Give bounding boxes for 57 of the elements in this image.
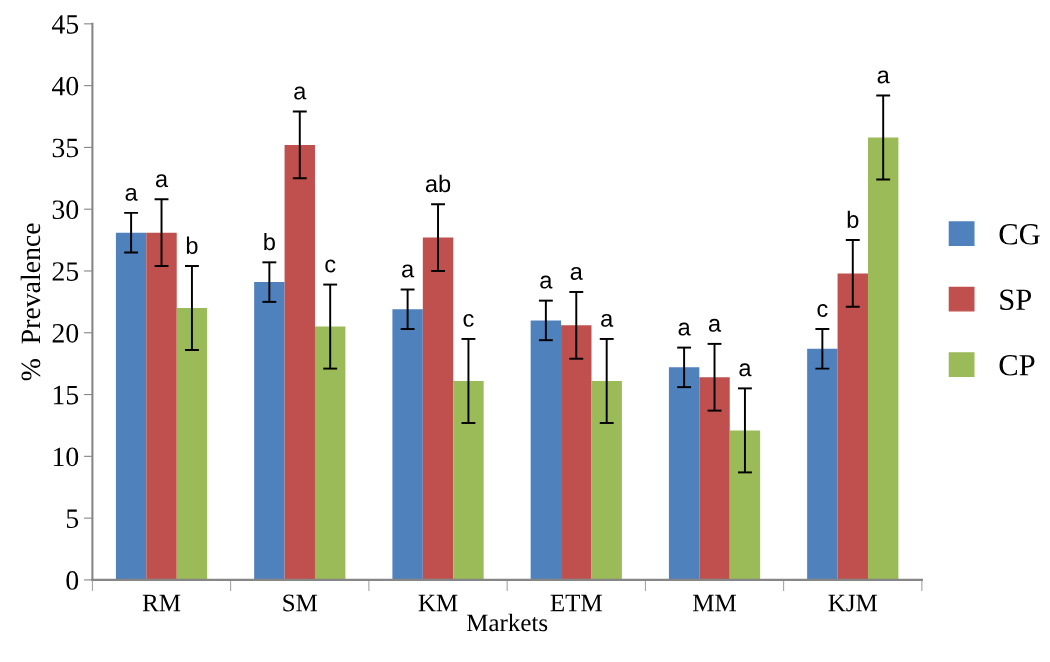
bar xyxy=(699,377,730,580)
bar xyxy=(422,237,454,580)
data-label: b xyxy=(847,210,859,228)
legend-label: CP xyxy=(999,355,1035,376)
y-tick-label: 30 xyxy=(52,200,79,220)
y-tick-label: 0 xyxy=(66,571,79,590)
bar xyxy=(530,320,562,580)
bar xyxy=(668,367,700,580)
bar xyxy=(561,325,592,580)
bar xyxy=(591,380,622,580)
bar xyxy=(453,380,484,580)
legend-label: SP xyxy=(1000,289,1032,311)
legend-label: CG xyxy=(999,224,1040,245)
data-label: a xyxy=(294,86,307,100)
data-label: ab xyxy=(425,174,451,193)
data-label: a xyxy=(708,318,722,332)
y-tick-label: 5 xyxy=(66,509,79,529)
x-tick-label: ETM xyxy=(550,594,602,612)
data-label: a xyxy=(155,174,169,188)
y-tick-label: 35 xyxy=(52,138,79,158)
bar xyxy=(837,273,868,580)
x-tick-label: KM xyxy=(418,594,458,612)
bar xyxy=(867,137,899,580)
data-label: c xyxy=(325,259,336,273)
bar xyxy=(115,232,147,580)
bar xyxy=(729,430,761,580)
y-tick-label: 20 xyxy=(52,323,79,343)
data-label: a xyxy=(540,275,553,289)
bar xyxy=(807,348,838,580)
data-label: a xyxy=(678,322,691,336)
data-label: a xyxy=(402,264,415,278)
x-tick-label: SM xyxy=(283,594,318,612)
x-tick-label: RM xyxy=(142,594,181,612)
data-label: a xyxy=(125,187,138,201)
bar xyxy=(392,309,423,580)
bar xyxy=(314,326,346,580)
x-tick-label: MM xyxy=(693,594,737,612)
data-label: a xyxy=(739,363,752,377)
bar xyxy=(176,308,208,580)
y-axis-title: % Prevalence xyxy=(20,223,41,381)
y-tick-label: 45 xyxy=(51,15,79,34)
data-label: a xyxy=(601,313,614,327)
x-tick-label: KJM xyxy=(828,594,878,612)
data-label: b xyxy=(186,236,198,254)
bar xyxy=(254,282,285,580)
x-axis-title: Markets xyxy=(466,613,548,632)
data-label: c xyxy=(817,304,828,317)
data-label: a xyxy=(570,266,583,280)
y-tick-label: 25 xyxy=(52,262,79,281)
y-tick-label: 10 xyxy=(53,447,79,467)
data-label: a xyxy=(877,70,890,84)
data-label: b xyxy=(264,232,275,251)
y-tick-label: 15 xyxy=(53,385,79,405)
y-tick-label: 40 xyxy=(51,76,79,96)
data-label: c xyxy=(463,313,474,327)
bar xyxy=(146,232,177,580)
bar xyxy=(284,144,315,580)
